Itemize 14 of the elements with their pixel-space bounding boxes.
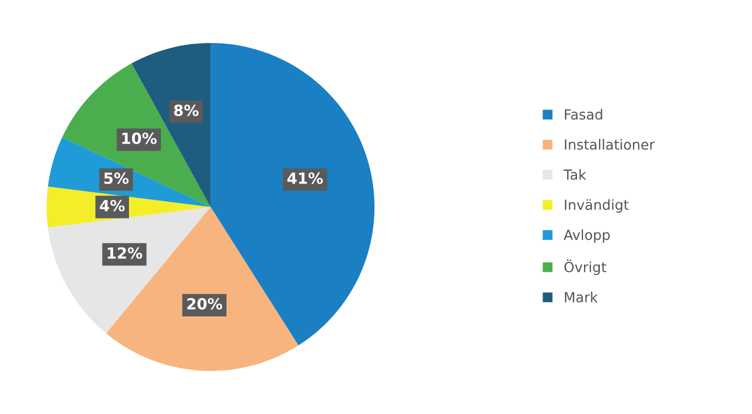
data-label: 10% xyxy=(122,132,157,144)
legend-label: Övrigt xyxy=(564,259,606,275)
legend-label: Mark xyxy=(564,292,598,302)
data-label: 5% xyxy=(104,172,129,184)
data-label: 20% xyxy=(187,298,222,310)
legend-label: Tak xyxy=(564,169,586,180)
data-label: 8% xyxy=(174,104,199,116)
data-label: 41% xyxy=(287,172,323,184)
legend-label: Invändigt xyxy=(564,199,629,213)
legend-label: Avlopp xyxy=(564,229,610,243)
legend-label: Installationer xyxy=(564,139,655,150)
legend-label: Fasad xyxy=(564,108,602,120)
data-label: 12% xyxy=(108,247,142,259)
data-label: 4% xyxy=(100,200,125,212)
